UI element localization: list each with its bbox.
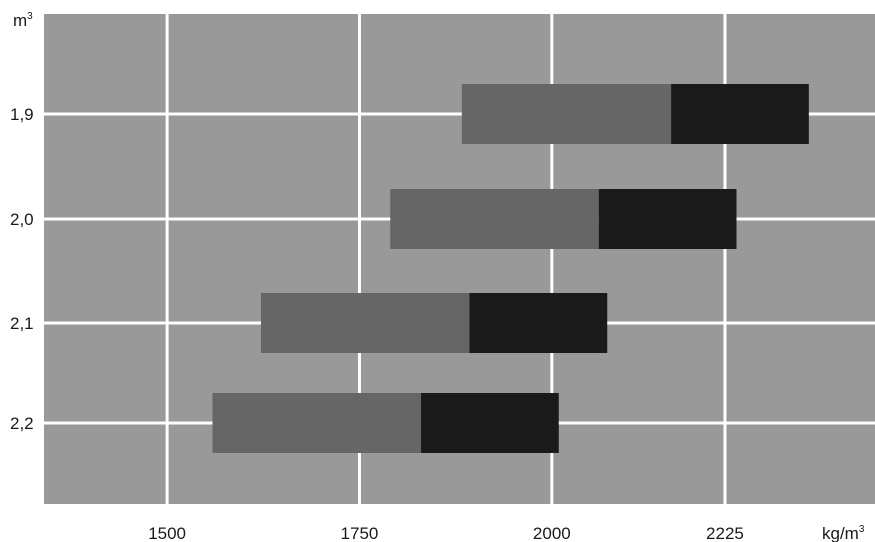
bar-dark-0 [671,84,809,144]
y-tick-labels: 1,9 2,0 2,1 2,2 [10,105,34,433]
x-tick-label-2225: 2225 [706,524,744,542]
x-tick-label-2000: 2000 [533,524,571,542]
y-unit-label: m3 [13,11,33,30]
bar-light-3 [212,393,422,453]
bar-light-1 [390,189,599,249]
bar-light-2 [260,293,470,353]
x-unit-text: kg/m [822,524,859,542]
bar-dark-1 [598,189,737,249]
bar-dark-3 [421,393,559,453]
x-tick-label-1500: 1500 [148,524,186,542]
x-tick-label-1750: 1750 [341,524,379,542]
y-unit-text: m [13,11,27,30]
y-unit-sup: 3 [27,11,33,22]
bar-light-0 [461,84,672,144]
x-unit-label: kg/m3 [822,524,865,542]
bar-dark-2 [469,293,608,353]
x-tick-labels: 1500 1750 2000 2225 [148,524,744,542]
y-tick-label-0: 1,9 [10,105,34,124]
y-tick-label-2: 2,1 [10,314,34,333]
y-tick-label-1: 2,0 [10,210,34,229]
bars [212,84,809,453]
x-unit-sup: 3 [859,524,865,535]
y-tick-label-3: 2,2 [10,414,34,433]
